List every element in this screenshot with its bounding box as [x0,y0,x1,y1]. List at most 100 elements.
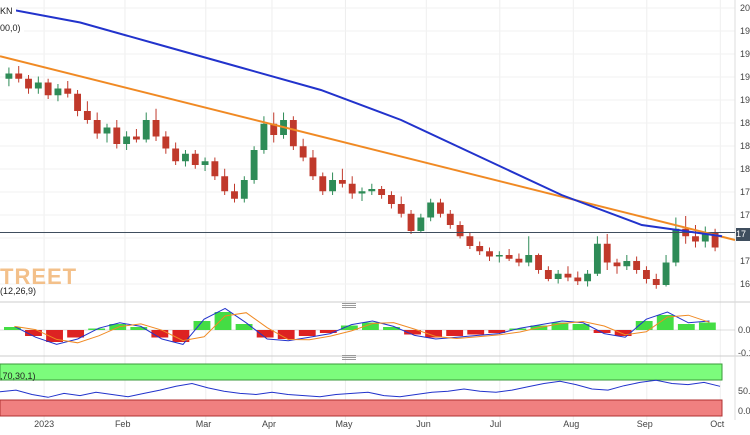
macd-bar-10 [214,312,232,330]
candle-body-13 [132,136,140,140]
macd-bar-8 [172,330,190,342]
candle-body-42 [417,217,425,231]
macd-bar-30 [635,321,653,330]
candle-body-53 [525,255,533,263]
candle-body-21 [211,161,219,177]
candle-body-33 [329,180,337,192]
y-tick-label-0: 20. [740,3,750,13]
macd-bar-26 [551,322,569,330]
candle-body-57 [564,273,572,278]
candle-body-1 [15,73,23,79]
macd-bar-14 [298,330,316,336]
moving-average-line [0,6,723,238]
candle-body-20 [201,161,209,165]
candle-body-41 [407,213,415,231]
candle-body-39 [387,195,395,204]
candle-body-11 [113,127,121,144]
macd-bar-15 [319,330,337,333]
macd-bar-29 [614,330,632,336]
candle-body-47 [466,236,474,246]
candle-body-62 [613,262,621,267]
pane-resize-handle[interactable] [342,303,356,308]
candle-body-54 [535,255,542,270]
candle-body-67 [662,262,670,285]
candle-body-40 [397,204,405,214]
candle-body-49 [486,251,493,257]
candle-body-44 [437,202,444,214]
x-tick-label-6: Jul [490,419,502,429]
macd-bar-13 [277,330,295,339]
rsi-overbought-zone [0,363,723,381]
x-tick-label-9: Oct [710,419,725,429]
x-tick-label-2: Mar [196,419,212,429]
candle-body-5 [54,88,62,96]
y-tick-label-7: 18. [740,164,750,174]
macd-bar-21 [446,330,464,336]
candle-body-17 [172,148,180,162]
candle-body-12 [123,136,131,144]
y-tick-label-9: 17. [740,210,750,220]
candle-body-50 [495,255,503,257]
macd-bar-31 [656,315,674,330]
candle-body-29 [289,120,297,147]
x-tick-label-3: Apr [262,419,276,429]
macd-tick-label-0: 0.0 [738,325,750,335]
candle-body-15 [152,120,160,137]
pane-resize-handle-2[interactable] [342,355,356,360]
macd-bar-20 [425,330,443,338]
candle-body-31 [309,157,317,177]
candle-body-45 [446,213,454,225]
candle-body-26 [260,123,268,150]
candle-body-63 [623,261,631,267]
candle-body-32 [319,176,327,192]
candle-body-27 [270,123,278,135]
macd-bar-7 [151,330,169,338]
macd-bar-32 [677,324,695,330]
y-tick-label-5: 18. [740,118,750,128]
macd-bar-12 [256,330,274,338]
candle-body-3 [34,82,42,89]
macd-bar-3 [67,330,85,338]
candle-body-0 [5,73,13,79]
rsi-line [0,379,721,398]
candle-body-56 [554,273,562,279]
y-tick-label-8: 17. [740,187,750,197]
y-tick-label-4: 19. [740,95,750,105]
macd-signal-line [14,312,710,344]
macd-bar-17 [362,322,379,330]
candle-body-34 [338,180,346,184]
macd-bar-11 [235,324,253,330]
candle-body-46 [456,225,464,237]
candle-body-38 [378,189,386,195]
macd-bar-19 [404,330,421,335]
y-tick-label-3: 19. [740,72,750,82]
y-tick-label-1: 19. [740,26,750,36]
y-tick-label-11: 17. [740,256,750,266]
macd-bar-6 [130,327,148,330]
macd-bar-16 [340,325,358,330]
macd-bar-2 [46,330,63,342]
candle-body-30 [299,146,307,158]
candle-body-35 [348,183,356,194]
candle-body-8 [83,111,91,120]
macd-bar-18 [383,327,400,330]
candle-body-24 [240,180,248,199]
rsi-oversold-zone [0,399,723,417]
macd-bar-0 [4,327,21,330]
candle-body-66 [652,279,660,285]
macd-bar-24 [509,328,527,330]
candle-body-7 [74,93,81,111]
macd-bar-28 [593,330,611,333]
x-tick-label-1: Feb [115,419,131,429]
candle-body-68 [672,228,680,263]
macd-line [14,307,710,345]
macd-tick-label-1: -0.1 [738,348,750,358]
candle-body-25 [250,150,258,180]
candle-body-43 [427,202,435,218]
rsi-tick-label-1: 0.0 [738,406,750,416]
candle-body-61 [603,243,611,263]
candle-body-16 [162,136,170,149]
y-tick-label-12: 16. [740,279,750,289]
